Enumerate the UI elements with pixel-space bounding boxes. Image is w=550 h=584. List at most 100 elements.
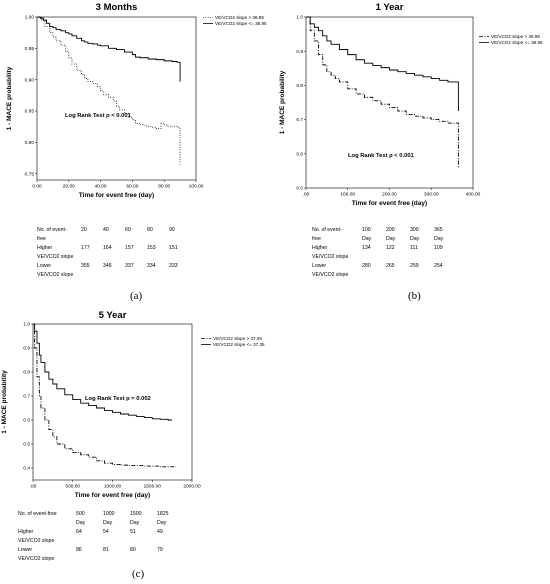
- panel-label-a: (a): [130, 290, 143, 302]
- risk-table-cell: 109: [434, 245, 443, 251]
- risk-table-cell: 122: [386, 245, 395, 251]
- risk-table-unit: Day: [386, 236, 396, 242]
- panel-label-c: (c): [132, 568, 145, 580]
- x-tick-label: 1500.00: [144, 484, 162, 490]
- legend-entry: VE/VCO2 slope <= 38.95: [215, 21, 267, 26]
- km-series-line-0: [37, 16, 181, 165]
- risk-table-unit: Day: [157, 520, 167, 526]
- risk-table-row-label: Higher: [312, 245, 328, 251]
- x-axis-label: Time for event free (day): [79, 192, 154, 199]
- risk-table-row-label: VE/VCO2 slope: [37, 272, 74, 278]
- y-tick-label: 1.0: [23, 322, 30, 328]
- y-axis-label: 1 - MACE probability: [1, 370, 8, 434]
- y-tick-label: 0.4: [23, 466, 30, 472]
- x-tick-label: 100.00: [340, 192, 355, 198]
- risk-table-timepoint: 1825: [157, 511, 169, 517]
- km-series-line-0: [33, 323, 177, 468]
- log-rank-annotation: Log Rank Test p = 0.002: [85, 396, 151, 402]
- risk-table-timepoint: 20: [81, 227, 87, 233]
- risk-table-timepoint: 60: [125, 227, 131, 233]
- km-chart-c: 5 Year .00 500.00 1000.00 1500.00 2000.00 0.4 0…: [1, 310, 265, 499]
- risk-table-header-label: No. of event-: [312, 227, 342, 233]
- x-tick-label: 80.00: [158, 184, 170, 190]
- x-tick-label: 1000.00: [104, 484, 122, 490]
- panel-label-b: (b): [408, 290, 421, 302]
- risk-table-unit: Day: [76, 520, 86, 526]
- plot-frame: [32, 323, 193, 481]
- risk-table-cell: 51: [130, 529, 136, 535]
- risk-table-cell: 280: [362, 263, 371, 269]
- risk-table-cell: 134: [362, 245, 371, 251]
- risk-table-timepoint: 1500: [130, 511, 142, 517]
- risk-table-cell: 334: [147, 263, 156, 269]
- y-tick-label: 0.85: [25, 109, 35, 115]
- y-tick-label: 0.8: [23, 370, 30, 376]
- risk-table-cell: 86: [76, 547, 82, 553]
- y-tick-label: 0.5: [296, 186, 303, 192]
- risk-table-unit: Day: [362, 236, 372, 242]
- risk-table-cell: 265: [386, 263, 395, 269]
- km-chart-b: 1 Year .00 100.00 200.00 300.00 400.00 0.5 0.6 0…: [279, 2, 543, 207]
- risk-table-cell: 64: [76, 529, 82, 535]
- y-tick-label: 1.00: [25, 15, 35, 21]
- x-tick-label: 60.00: [126, 184, 138, 190]
- y-tick-label: 0.7: [296, 117, 303, 123]
- x-tick-label: 300.00: [424, 192, 439, 198]
- risk-table-row-label: Higher: [37, 245, 53, 251]
- legend-entry: VE/VCO2 slope <= 37.35: [213, 342, 265, 347]
- y-axis-label: 1 - MACE probability: [279, 70, 286, 134]
- x-tick-label: 200.00: [382, 192, 397, 198]
- x-tick-label: 20.00: [63, 184, 75, 190]
- risk-table-unit: Day: [434, 236, 444, 242]
- risk-table-row-label: Higher: [18, 529, 34, 535]
- legend-entry: VE/VCO2 slope > 38.95: [215, 15, 264, 20]
- risk-table-a: No. of event- 20 40 60 80 90 free Higher…: [37, 227, 191, 281]
- risk-table-timepoint: 90: [169, 227, 175, 233]
- risk-table-timepoint: 1000: [103, 511, 115, 517]
- km-series-line-1: [37, 16, 181, 82]
- y-axis-label: 1 - MACE probability: [6, 66, 13, 130]
- y-tick-label: 0.75: [25, 171, 35, 177]
- risk-table-cell: 157: [125, 245, 134, 251]
- km-chart-a: 3 Months 0.00 20.00 40.00 60.00 80.00 100.00 0.…: [6, 2, 267, 199]
- y-tick-label: 0.9: [296, 49, 303, 55]
- risk-table-cell: 355: [81, 263, 90, 269]
- log-rank-annotation: Log Rank Test p < 0.001: [65, 113, 132, 119]
- km-series-line-0: [306, 16, 459, 168]
- x-tick-label: 100.00: [189, 184, 204, 190]
- risk-table-cell: 111: [410, 245, 418, 251]
- risk-table-cell: 333: [169, 263, 178, 269]
- risk-table-timepoint: 40: [103, 227, 109, 233]
- legend-entry: VE/VCO2 slope <= 38.95: [491, 40, 543, 45]
- x-axis-label: Time for event free (day): [352, 200, 427, 207]
- risk-table-row-label: Lower: [312, 263, 327, 269]
- km-series-line-1: [33, 323, 173, 421]
- chart-panel-b: 1 Year .00 100.00 200.00 300.00 400.00 0.5 0.6 0…: [279, 0, 550, 302]
- risk-table-cell: 337: [125, 263, 134, 269]
- y-tick-label: 0.6: [296, 151, 303, 157]
- legend-entry: VE/VCO2 slope > 37.35: [213, 336, 262, 341]
- risk-table-cell: 346: [103, 263, 112, 269]
- x-tick-label: 40.00: [95, 184, 107, 190]
- risk-table-cell: 259: [410, 263, 419, 269]
- risk-table-unit: Day: [130, 520, 140, 526]
- risk-table-cell: 54: [103, 529, 109, 535]
- x-tick-label: 400.00: [466, 192, 481, 198]
- risk-table-timepoint: 500: [76, 511, 85, 517]
- risk-table-header-label: No. of event-: [37, 227, 67, 233]
- y-tick-label: 1.0: [296, 15, 303, 21]
- risk-table-cell: 153: [147, 245, 156, 251]
- risk-table-row-label: VE/VCO2 slope: [18, 538, 55, 544]
- x-tick-label: .00: [30, 484, 37, 490]
- risk-table-cell: 81: [103, 547, 109, 553]
- x-axis-label: Time for event free (day): [75, 492, 150, 499]
- risk-table-row-label: Lower: [37, 263, 52, 269]
- chart-title: 3 Months: [96, 2, 138, 13]
- y-tick-label: 0.6: [23, 418, 30, 424]
- risk-table-c: No. of event-free 500 1000 1500 1825 Day…: [18, 511, 184, 565]
- x-tick-label: .00: [303, 192, 310, 198]
- chart-panel-c: 5 Year .00 500.00 1000.00 1500.00 2000.00 0.4 0…: [0, 310, 280, 584]
- risk-table-timepoint: 365: [434, 227, 443, 233]
- risk-table-unit: Day: [103, 520, 113, 526]
- y-tick-label: 0.80: [25, 140, 35, 146]
